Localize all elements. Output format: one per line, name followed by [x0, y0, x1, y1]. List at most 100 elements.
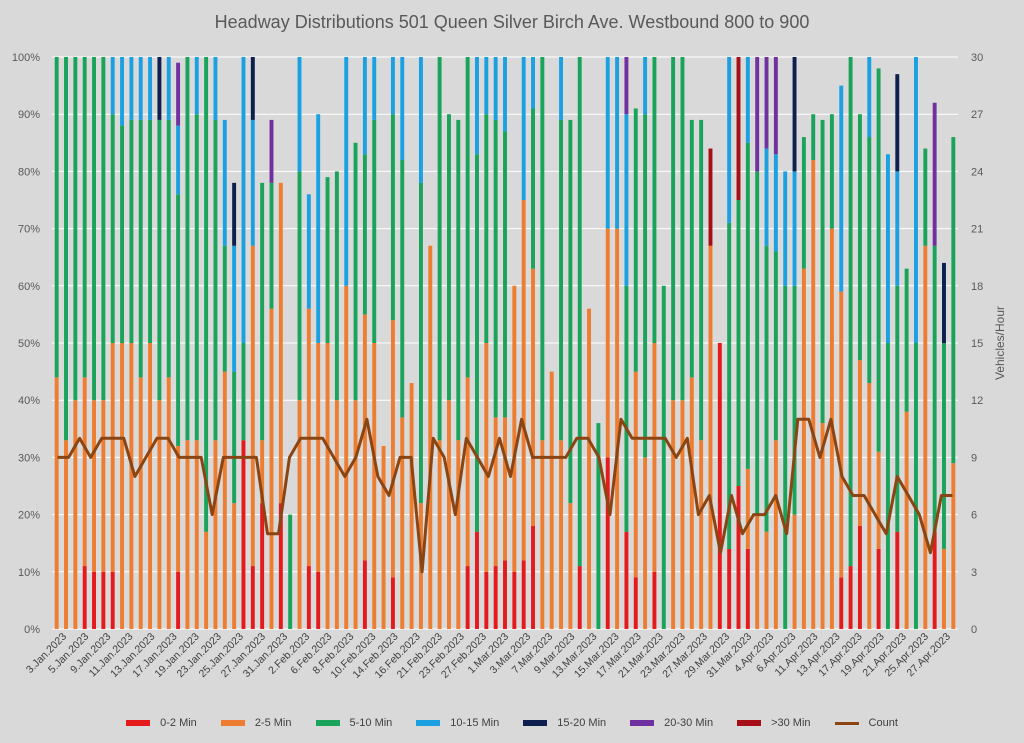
bar-segment: [334, 171, 339, 401]
bar-segment: [390, 114, 395, 321]
bar-segment: [82, 57, 87, 378]
bar-segment: [708, 245, 713, 629]
bar-segment: [503, 417, 507, 561]
bar-segment: [820, 423, 825, 629]
bar-segment: [876, 451, 881, 549]
bar-segment: [82, 566, 87, 629]
bar-segment: [699, 119, 704, 441]
bar-segment: [297, 171, 302, 401]
bar-segment: [232, 503, 237, 629]
bar-segment: [250, 566, 255, 629]
bar-segment: [914, 57, 918, 343]
bar-segment: [92, 571, 96, 629]
bar-segment: [914, 343, 918, 629]
bar-segment: [269, 119, 274, 183]
bar-segment: [92, 400, 96, 572]
bar-segment: [260, 182, 265, 441]
y-right-tick-label: 3: [971, 567, 977, 579]
bar-segment: [446, 400, 451, 629]
bar-segment: [652, 571, 657, 629]
bar-segment: [250, 119, 255, 246]
legend-item: 2-5 Min: [220, 717, 292, 729]
bar-segment: [951, 463, 956, 629]
bar-segment: [73, 400, 78, 629]
bar-segment: [269, 308, 274, 629]
bar-segment: [110, 114, 115, 343]
bar-segment: [531, 57, 535, 109]
legend-swatch: [630, 720, 655, 726]
legend-swatch: [523, 720, 548, 726]
bar-segment: [484, 343, 489, 572]
bar-segment: [185, 440, 190, 629]
legend-swatch: [220, 720, 245, 726]
bar-segment: [540, 440, 545, 629]
legend-label: 15-20 Min: [557, 717, 607, 729]
bar-segment: [857, 114, 862, 361]
bar-segment: [334, 400, 339, 629]
bar-segment: [755, 57, 760, 172]
bar-segment: [792, 171, 797, 286]
bar-segment: [101, 571, 106, 629]
legend: 0-2 Min 2-5 Min 5-10 Min 10-15 Min 15-20 Min…: [0, 717, 1024, 729]
bar-segment: [932, 245, 937, 532]
bar-segment: [475, 154, 479, 532]
legend-label: 2-5 Min: [254, 717, 292, 729]
chart-title: Headway Distributions 501 Queen Silver B…: [214, 12, 810, 32]
bar-segment: [64, 57, 68, 441]
bar-segment: [232, 245, 237, 372]
bar-segment: [820, 119, 825, 424]
bar-segment: [222, 371, 227, 629]
bar-segment: [493, 417, 498, 567]
bar-segment: [773, 57, 778, 155]
bar-segment: [475, 531, 479, 629]
bar-segment: [811, 159, 816, 629]
bar-segment: [559, 119, 564, 441]
bar-segment: [895, 531, 900, 629]
bar-segment: [353, 142, 358, 401]
bar-segment: [745, 142, 750, 469]
bar-segment: [213, 57, 218, 120]
bar-segment: [671, 400, 676, 629]
bar-segment: [297, 57, 302, 172]
bar-segment: [484, 114, 489, 343]
bar-segment: [857, 526, 862, 629]
bar-segment: [101, 400, 106, 572]
bar-segment: [362, 314, 367, 561]
bar-segment: [166, 119, 171, 378]
bar-segment: [232, 371, 237, 504]
bar-segment: [773, 154, 778, 252]
bar-segment: [437, 440, 442, 629]
bar-segment: [484, 571, 489, 629]
bar-segment: [764, 57, 769, 149]
bar-segment: [204, 531, 209, 629]
bar-segment: [166, 57, 171, 120]
bar-segment: [633, 371, 638, 578]
bar-segment: [633, 577, 638, 629]
legend-item: >30 Min: [737, 717, 811, 729]
bar-segment: [512, 285, 517, 572]
bar-segment: [138, 57, 143, 120]
bar-segment: [727, 548, 732, 629]
bar-segment: [839, 85, 844, 292]
bar-segment: [316, 571, 321, 629]
bar-segment: [503, 560, 507, 629]
bar-segment: [64, 440, 68, 629]
bar-segment: [316, 343, 321, 572]
legend-item: 0-2 Min: [126, 717, 197, 729]
y-right-tick-label: 12: [971, 395, 983, 407]
bar-segment: [801, 268, 806, 629]
bar-segment: [241, 57, 246, 343]
bar-segment: [306, 566, 311, 629]
bar-segment: [148, 343, 153, 629]
y-right-tick-label: 27: [971, 109, 983, 121]
bar-segment: [400, 159, 405, 418]
bar-segment: [120, 57, 125, 126]
bar-segment: [848, 57, 853, 567]
bar-segment: [652, 343, 657, 572]
bar-segment: [708, 148, 713, 246]
bar-segment: [727, 57, 732, 223]
y-left-tick-label: 0%: [24, 624, 40, 636]
bar-segment: [503, 131, 507, 418]
bar-segment: [521, 200, 526, 561]
bar-segment: [624, 285, 629, 532]
